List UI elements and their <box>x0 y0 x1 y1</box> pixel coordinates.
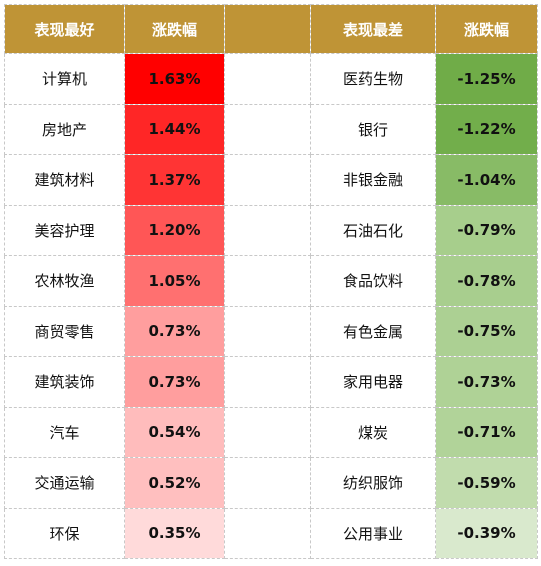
gap-cell <box>224 457 311 509</box>
best-sector-name: 农林牧渔 <box>4 255 125 307</box>
worst-change-header: 涨跌幅 <box>435 4 538 54</box>
table-row: 建筑材料 1.37% 非银金融 -1.04% <box>4 154 538 206</box>
worst-sector-change: -0.39% <box>435 507 538 559</box>
worst-name-header: 表现最差 <box>310 4 436 54</box>
worst-sector-name: 有色金属 <box>310 305 436 357</box>
best-sector-change: 1.20% <box>124 204 225 256</box>
gap-cell <box>224 53 311 105</box>
worst-sector-change: -0.73% <box>435 356 538 408</box>
worst-sector-name: 医药生物 <box>310 53 436 105</box>
best-sector-change: 0.54% <box>124 406 225 458</box>
best-sector-change: 0.35% <box>124 507 225 559</box>
worst-sector-change: -0.79% <box>435 204 538 256</box>
best-sector-change: 1.63% <box>124 53 225 105</box>
table-row: 环保 0.35% 公用事业 -0.39% <box>4 507 538 559</box>
table-row: 汽车 0.54% 煤炭 -0.71% <box>4 406 538 458</box>
gap-cell <box>224 356 311 408</box>
best-sector-name: 商贸零售 <box>4 305 125 357</box>
best-sector-change: 0.73% <box>124 356 225 408</box>
worst-sector-name: 公用事业 <box>310 507 436 559</box>
best-sector-name: 房地产 <box>4 103 125 155</box>
sector-performance-table: 表现最好 涨跌幅 表现最差 涨跌幅 计算机 1.63% 医药生物 -1.25% 房地产 1… <box>4 4 538 559</box>
header-row: 表现最好 涨跌幅 表现最差 涨跌幅 <box>4 4 538 54</box>
table-row: 商贸零售 0.73% 有色金属 -0.75% <box>4 305 538 357</box>
best-sector-name: 计算机 <box>4 53 125 105</box>
best-sector-name: 环保 <box>4 507 125 559</box>
gap-cell <box>224 103 311 155</box>
worst-sector-change: -0.78% <box>435 255 538 307</box>
worst-sector-name: 石油石化 <box>310 204 436 256</box>
table-row: 美容护理 1.20% 石油石化 -0.79% <box>4 204 538 256</box>
table-row: 农林牧渔 1.05% 食品饮料 -0.78% <box>4 255 538 307</box>
gap-cell <box>224 154 311 206</box>
best-sector-name: 汽车 <box>4 406 125 458</box>
worst-sector-change: -0.75% <box>435 305 538 357</box>
best-sector-change: 1.37% <box>124 154 225 206</box>
table-row: 计算机 1.63% 医药生物 -1.25% <box>4 53 538 105</box>
gap-cell <box>224 406 311 458</box>
best-sector-name: 建筑装饰 <box>4 356 125 408</box>
worst-sector-name: 银行 <box>310 103 436 155</box>
table-row: 交通运输 0.52% 纺织服饰 -0.59% <box>4 457 538 509</box>
gap-cell <box>224 507 311 559</box>
best-sector-change: 1.05% <box>124 255 225 307</box>
best-sector-change: 1.44% <box>124 103 225 155</box>
table-row: 房地产 1.44% 银行 -1.22% <box>4 103 538 155</box>
best-sector-change: 0.52% <box>124 457 225 509</box>
worst-sector-name: 煤炭 <box>310 406 436 458</box>
table-row: 建筑装饰 0.73% 家用电器 -0.73% <box>4 356 538 408</box>
gap-cell <box>224 255 311 307</box>
best-sector-name: 建筑材料 <box>4 154 125 206</box>
best-change-header: 涨跌幅 <box>124 4 225 54</box>
worst-sector-name: 食品饮料 <box>310 255 436 307</box>
gap-cell <box>224 305 311 357</box>
worst-sector-change: -1.04% <box>435 154 538 206</box>
worst-sector-name: 家用电器 <box>310 356 436 408</box>
worst-sector-change: -0.59% <box>435 457 538 509</box>
gap-cell <box>224 204 311 256</box>
best-sector-name: 美容护理 <box>4 204 125 256</box>
worst-sector-change: -0.71% <box>435 406 538 458</box>
best-sector-change: 0.73% <box>124 305 225 357</box>
best-sector-name: 交通运输 <box>4 457 125 509</box>
worst-sector-change: -1.22% <box>435 103 538 155</box>
worst-sector-name: 非银金融 <box>310 154 436 206</box>
worst-sector-change: -1.25% <box>435 53 538 105</box>
worst-sector-name: 纺织服饰 <box>310 457 436 509</box>
gap-header <box>224 4 311 54</box>
best-name-header: 表现最好 <box>4 4 125 54</box>
